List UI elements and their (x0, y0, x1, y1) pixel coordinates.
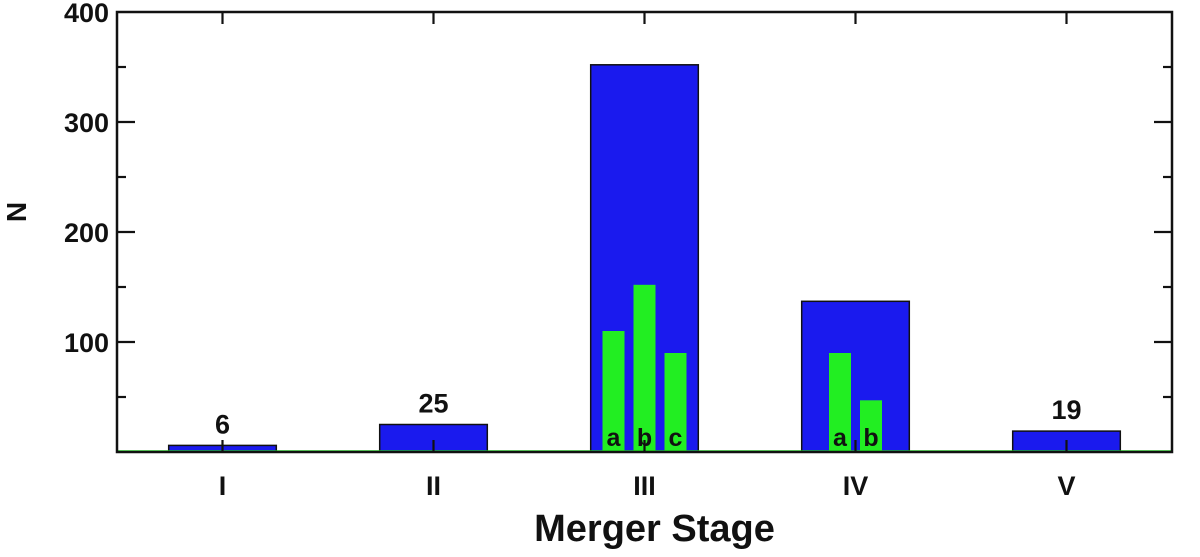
x-axis-ticks: I II III IV V (219, 12, 1076, 501)
sub-label-iii-b: b (637, 424, 652, 452)
x-axis-title: Merger Stage (534, 508, 775, 550)
sub-label-iii-c: c (669, 424, 683, 452)
y-tick-label: 200 (64, 218, 109, 248)
bar-stage-iv (800, 300, 911, 453)
value-label-ii: 25 (418, 389, 448, 419)
x-tick-label-iv: IV (843, 471, 869, 501)
y-tick-label: 300 (64, 108, 109, 138)
value-label-v: 19 (1051, 395, 1081, 425)
y-tick-label: 400 (64, 0, 109, 28)
bar-stage-ii (378, 423, 489, 453)
sub-bar-iv-b (860, 400, 882, 452)
sub-label-iii-a: a (607, 424, 622, 452)
x-tick-label-v: V (1057, 471, 1075, 501)
x-tick-label-i: I (219, 471, 227, 501)
sub-label-iv-a: a (833, 424, 848, 452)
sub-bar-iii-c (664, 353, 687, 452)
sub-bar-iii-a (602, 331, 625, 452)
value-label-i: 6 (215, 409, 230, 439)
y-axis-ticks: 100 200 300 400 (64, 0, 1172, 399)
sub-bar-iii-b (633, 284, 656, 452)
sub-bar-iv-a (829, 353, 851, 452)
x-tick-label-iii: III (633, 471, 656, 501)
sub-label-iv-b: b (863, 424, 878, 452)
y-tick-label: 100 (64, 328, 109, 358)
y-axis-title: N (1, 202, 32, 222)
substage-bars-layer (602, 284, 882, 452)
x-tick-label-ii: II (426, 471, 441, 501)
